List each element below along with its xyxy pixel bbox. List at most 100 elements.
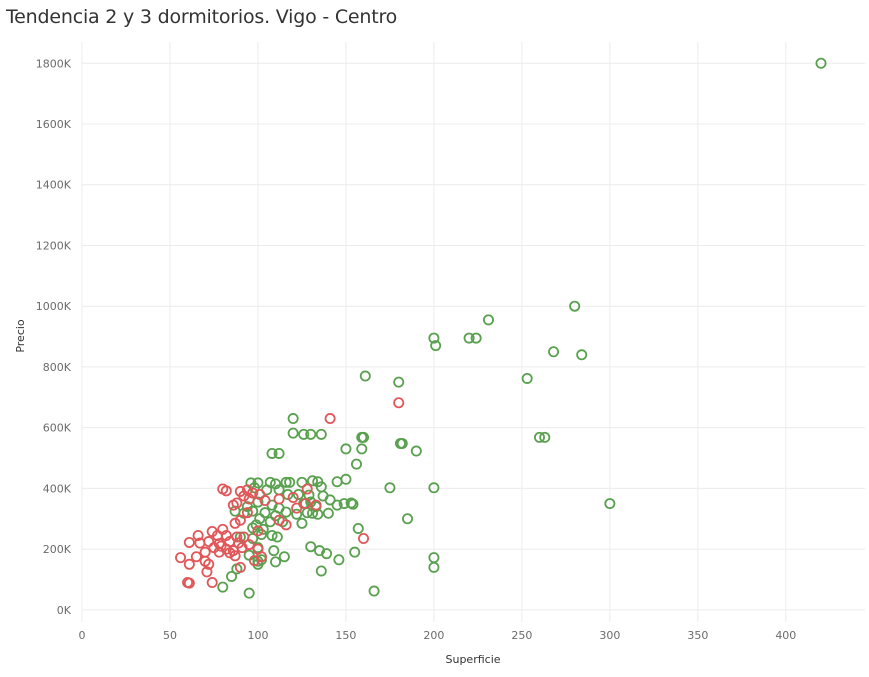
y-axis-title: Precio	[14, 319, 27, 353]
data-point	[291, 502, 303, 514]
data-point	[282, 488, 294, 500]
x-tick-label: 150	[335, 629, 356, 642]
data-point	[402, 513, 414, 525]
data-point	[273, 493, 285, 505]
y-tick-label: 1400K	[36, 179, 72, 192]
data-point	[393, 376, 405, 388]
data-point	[305, 428, 317, 440]
data-point	[206, 577, 218, 589]
points-layer	[175, 57, 827, 599]
y-tick-label: 600K	[43, 422, 72, 435]
x-tick-label: 50	[163, 629, 177, 642]
data-point	[296, 517, 308, 529]
x-tick-label: 250	[511, 629, 532, 642]
data-point	[270, 556, 282, 568]
data-point	[203, 558, 215, 570]
data-point	[234, 561, 246, 573]
data-point	[236, 542, 248, 554]
data-point	[815, 57, 827, 69]
data-point	[299, 498, 311, 510]
data-point	[358, 532, 370, 544]
chart-title: Tendencia 2 y 3 dormitorios. Vigo - Cent…	[6, 6, 398, 28]
y-tick-label: 1000K	[36, 300, 72, 313]
data-point	[315, 428, 327, 440]
data-point	[229, 550, 241, 562]
data-point	[356, 443, 368, 455]
data-point	[428, 561, 440, 573]
data-point	[243, 587, 255, 599]
data-point	[248, 555, 260, 567]
data-point	[307, 475, 319, 487]
x-tick-label: 300	[599, 629, 620, 642]
y-tick-label: 1200K	[36, 239, 72, 252]
data-point	[252, 525, 264, 537]
data-point	[569, 300, 581, 312]
data-point	[247, 522, 259, 534]
x-tick-label: 400	[775, 629, 796, 642]
data-point	[287, 491, 299, 503]
data-point	[350, 458, 362, 470]
data-point	[359, 370, 371, 382]
x-tick-label: 100	[247, 629, 268, 642]
data-point	[183, 558, 195, 570]
data-point	[314, 545, 326, 557]
data-point	[287, 413, 299, 425]
data-point	[384, 482, 396, 494]
data-point	[321, 548, 333, 560]
y-tick-label: 1600K	[36, 118, 72, 131]
data-point	[227, 499, 239, 511]
data-point	[226, 570, 238, 582]
data-point	[201, 566, 213, 578]
data-point	[243, 539, 255, 551]
data-point	[315, 565, 327, 577]
data-point	[291, 508, 303, 520]
data-point	[241, 507, 253, 519]
data-point	[331, 499, 343, 511]
data-point	[215, 540, 227, 552]
data-point	[333, 554, 345, 566]
data-point	[430, 340, 442, 352]
data-point	[410, 445, 422, 457]
data-point	[352, 522, 364, 534]
data-point	[533, 431, 545, 443]
data-point	[175, 552, 187, 564]
data-point	[203, 536, 215, 548]
data-point	[266, 529, 278, 541]
data-point	[301, 483, 313, 495]
data-point	[238, 490, 250, 502]
data-point	[266, 447, 278, 459]
data-point	[428, 482, 440, 494]
data-point	[190, 551, 202, 563]
y-tick-label: 1800K	[36, 57, 72, 70]
data-point	[280, 476, 292, 488]
data-point	[217, 581, 229, 593]
data-point	[229, 517, 241, 529]
data-point	[539, 431, 551, 443]
data-point	[345, 497, 357, 509]
data-point	[463, 332, 475, 344]
data-point	[284, 476, 296, 488]
data-point	[358, 431, 370, 443]
y-tick-label: 0K	[57, 604, 72, 617]
data-point	[347, 498, 359, 510]
grid-layer	[81, 42, 865, 622]
data-point	[213, 546, 225, 558]
y-tick-label: 400K	[43, 482, 72, 495]
data-point	[548, 346, 560, 358]
data-point	[470, 332, 482, 344]
data-point	[324, 413, 336, 425]
data-point	[331, 476, 343, 488]
data-point	[368, 585, 380, 597]
data-point	[220, 485, 232, 497]
data-point	[310, 499, 322, 511]
data-point	[576, 349, 588, 361]
x-tick-label: 0	[79, 629, 86, 642]
data-point	[305, 541, 317, 553]
data-point	[482, 314, 494, 326]
data-point	[257, 523, 269, 535]
data-point	[192, 529, 204, 541]
data-point	[280, 519, 292, 531]
data-point	[322, 507, 334, 519]
data-point	[224, 547, 236, 559]
